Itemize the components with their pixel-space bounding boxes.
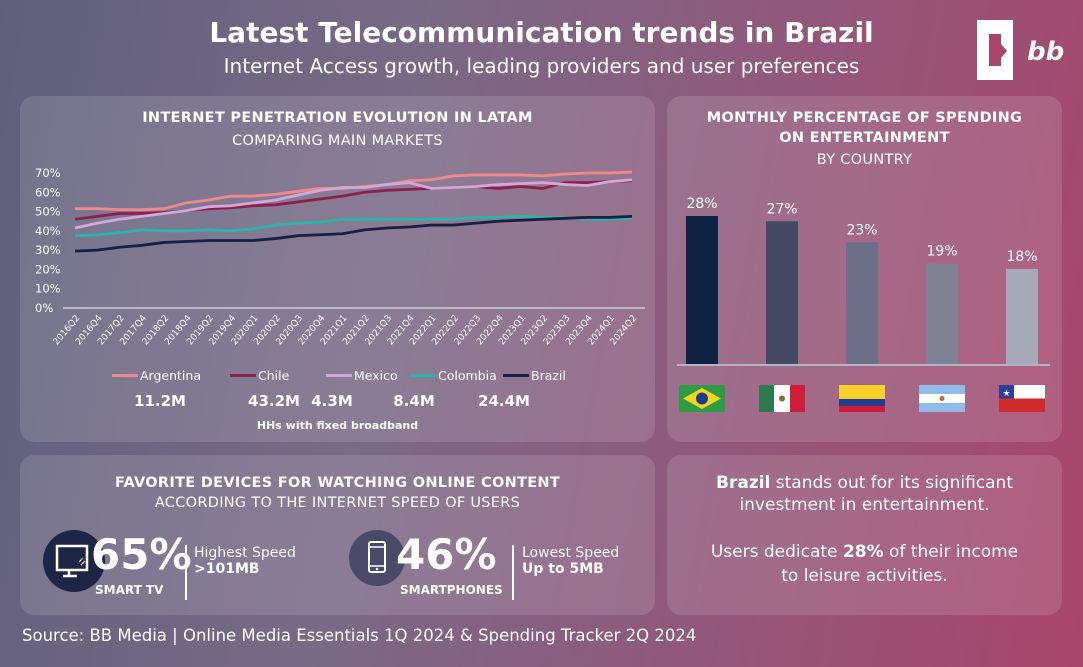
insight-line-2: investment in entertainment.	[739, 495, 990, 515]
speed-label: Lowest Speed	[522, 545, 620, 561]
divider	[512, 545, 514, 600]
flag-chile-icon: ★	[999, 385, 1045, 412]
y-tick-label: 70%	[35, 166, 61, 180]
insight-panel	[667, 455, 1062, 615]
bar-brazil	[686, 216, 718, 364]
legend-swatch	[326, 374, 352, 377]
smartphone-icon	[368, 541, 386, 573]
broadband-value: 4.3M	[311, 392, 353, 410]
series-line-argentina	[75, 170, 633, 212]
broadband-value: 24.4M	[478, 392, 530, 410]
series-line-brazil	[74, 214, 633, 253]
bar-chile	[1006, 268, 1038, 364]
flag-brazil-icon	[679, 385, 725, 412]
line-chart-title: INTERNET PENETRATION EVOLUTION IN LATAM	[142, 110, 533, 126]
smartphones-percent: 46%	[396, 530, 497, 579]
legend-label: Argentina	[140, 368, 201, 383]
insight-text: Users dedicate	[710, 542, 843, 562]
line-chart-subtitle: COMPARING MAIN MARKETS	[232, 133, 443, 149]
page-subtitle: Internet Access growth, leading provider…	[223, 54, 860, 78]
tv-icon-circle	[43, 530, 105, 592]
flag-mexico-icon	[759, 385, 805, 412]
bb-logo: bb	[977, 20, 1064, 80]
legend-label: Brazil	[531, 368, 566, 383]
bar-value-label: 18%	[1006, 249, 1037, 265]
bar-chart-title-2: ON ENTERTAINMENT	[779, 130, 950, 146]
legend-label: Chile	[258, 368, 290, 383]
bar-colombia	[846, 242, 878, 364]
bar-chart: 28% 27% 23% 19% 18% ★	[677, 196, 1050, 412]
devices-subtitle: ACCORDING TO THE INTERNET SPEED OF USERS	[154, 495, 521, 511]
divider	[185, 545, 187, 600]
speed-value: >101MB	[194, 561, 260, 577]
y-tick-label: 20%	[35, 262, 61, 276]
legend-swatch	[503, 374, 529, 377]
insight-line-1: Brazil stands out for its significant	[667, 472, 1062, 494]
bar-value-label: 28%	[686, 196, 717, 212]
y-tick-label: 30%	[35, 243, 61, 257]
insight-line-4: to leisure activities.	[781, 566, 948, 586]
broadband-value: 8.4M	[393, 392, 435, 410]
broadband-value: 11.2M	[134, 392, 186, 410]
legend-item: Chile	[230, 368, 289, 383]
y-tick-label: 50%	[35, 205, 61, 219]
insight-bold: 28%	[842, 542, 884, 562]
legend-item: Colombia	[410, 368, 497, 383]
page-title: Latest Telecommunication trends in Brazi…	[209, 16, 874, 49]
insight-bold: Brazil	[716, 473, 771, 493]
bar-value-label: 23%	[846, 222, 877, 238]
bar-argentina	[926, 263, 958, 364]
legend-swatch	[410, 374, 436, 377]
svg-text:bb: bb	[1027, 37, 1064, 67]
insight-text: of their income	[883, 542, 1019, 562]
line-chart: 0%10%20%30%40%50%60%70%2016Q22016Q42017Q…	[35, 166, 645, 347]
smart-tv-percent: 65%	[91, 530, 192, 579]
insight-line-3: Users dedicate 28% of their income	[667, 541, 1062, 563]
devices-title: FAVORITE DEVICES FOR WATCHING ONLINE CON…	[114, 475, 561, 491]
highest-speed: Highest Speed >101MB	[194, 545, 296, 577]
line-chart-panel: INTERNET PENETRATION EVOLUTION IN LATAM …	[20, 96, 655, 442]
broadband-label: HHs with fixed broadband	[256, 419, 419, 432]
series-line-mexico	[74, 178, 633, 230]
bar-chart-subtitle: BY COUNTRY	[816, 152, 913, 168]
svg-text:★: ★	[1002, 389, 1010, 399]
smart-tv-label: SMART TV	[95, 583, 164, 597]
smartphone-icon-circle	[349, 530, 405, 586]
bar-chart-title-1: MONTHLY PERCENTAGE OF SPENDING	[706, 110, 1023, 126]
legend-item: Mexico	[326, 368, 398, 383]
source-note: Source: BB Media | Online Media Essentia…	[22, 626, 697, 645]
series-line-colombia	[74, 214, 633, 238]
smartphones-label: SMARTPHONES	[400, 583, 503, 597]
lowest-speed: Lowest Speed Up to 5MB	[522, 545, 619, 577]
y-tick-label: 60%	[35, 185, 61, 199]
insight-text: stands out for its significant	[770, 473, 1013, 493]
speed-label: Highest Speed	[194, 545, 296, 561]
legend-label: Mexico	[354, 368, 398, 383]
bar-value-label: 27%	[766, 201, 797, 217]
bar-mexico	[766, 221, 798, 364]
y-tick-label: 40%	[35, 224, 61, 238]
y-tick-label: 0%	[35, 301, 53, 315]
y-tick-label: 10%	[35, 282, 61, 296]
bar-value-label: 19%	[926, 244, 957, 260]
tv-icon	[55, 544, 89, 578]
legend-item: Brazil	[503, 368, 566, 383]
legend-item: Argentina	[112, 368, 201, 383]
legend-label: Colombia	[438, 368, 497, 383]
speed-value: Up to 5MB	[522, 561, 604, 577]
legend-swatch	[112, 374, 138, 377]
flag-colombia-icon	[839, 385, 885, 412]
legend-swatch	[230, 374, 256, 377]
broadband-value: 43.2M	[248, 392, 300, 410]
devices-panel: FAVORITE DEVICES FOR WATCHING ONLINE CON…	[20, 455, 655, 615]
flag-argentina-icon	[919, 385, 965, 412]
